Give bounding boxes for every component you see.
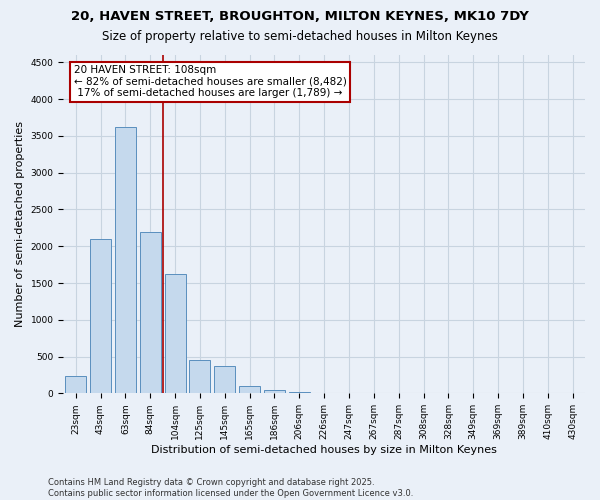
X-axis label: Distribution of semi-detached houses by size in Milton Keynes: Distribution of semi-detached houses by … [151,445,497,455]
Text: Contains HM Land Registry data © Crown copyright and database right 2025.
Contai: Contains HM Land Registry data © Crown c… [48,478,413,498]
Bar [164,274,185,394]
Bar [239,386,260,394]
Bar [115,127,136,394]
Bar [214,366,235,394]
Bar [65,376,86,394]
Text: 20 HAVEN STREET: 108sqm
← 82% of semi-detached houses are smaller (8,482)
 17% o: 20 HAVEN STREET: 108sqm ← 82% of semi-de… [74,65,347,98]
Text: 20, HAVEN STREET, BROUGHTON, MILTON KEYNES, MK10 7DY: 20, HAVEN STREET, BROUGHTON, MILTON KEYN… [71,10,529,23]
Bar [190,360,211,394]
Bar [264,390,285,394]
Bar [289,392,310,394]
Bar [140,232,161,394]
Y-axis label: Number of semi-detached properties: Number of semi-detached properties [15,121,25,327]
Bar [90,239,111,394]
Text: Size of property relative to semi-detached houses in Milton Keynes: Size of property relative to semi-detach… [102,30,498,43]
